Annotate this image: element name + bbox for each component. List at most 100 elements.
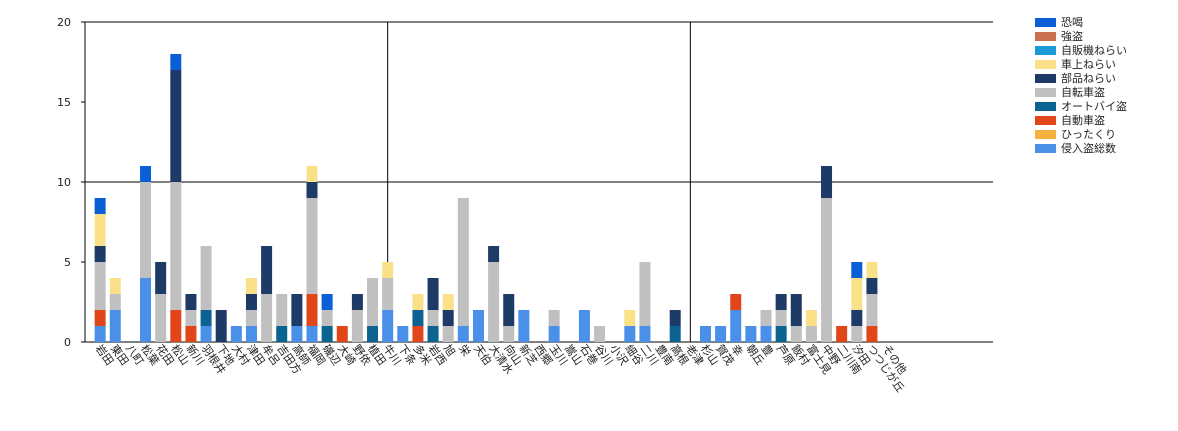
y-tick-label: 0 xyxy=(64,336,71,349)
bar-segment xyxy=(140,182,152,278)
bar-segment xyxy=(730,294,742,310)
legend-label: 自動車盗 xyxy=(1061,113,1105,127)
bar-segment xyxy=(140,278,152,342)
bar-segment xyxy=(276,294,288,326)
bar-segment xyxy=(821,166,833,198)
bar-segment xyxy=(836,326,848,342)
legend-swatch xyxy=(1035,116,1056,125)
bar-segment xyxy=(457,326,469,342)
bar-segment xyxy=(245,326,257,342)
bar-segment xyxy=(457,198,469,326)
bar-segment xyxy=(624,326,636,342)
bar-segment xyxy=(170,54,182,70)
bar-segment xyxy=(427,310,439,326)
bar-segment xyxy=(351,294,363,310)
bar-segment xyxy=(291,294,303,326)
bar-segment xyxy=(245,294,257,310)
legend-label: 強盗 xyxy=(1061,30,1083,43)
bar-segment xyxy=(760,310,772,326)
bar-segment xyxy=(306,166,318,182)
bar-segment xyxy=(200,326,212,342)
legend-swatch xyxy=(1035,74,1056,83)
legend-label: 自転車盗 xyxy=(1061,85,1105,99)
bar-segment xyxy=(805,310,817,326)
bar-segment xyxy=(276,326,288,342)
bar-segment xyxy=(488,262,500,342)
bar-segment xyxy=(306,294,318,326)
bar-segment xyxy=(624,310,636,326)
bar-segment xyxy=(200,310,212,326)
bar-segment xyxy=(775,326,787,342)
y-tick-label: 20 xyxy=(57,16,71,29)
bar-segment xyxy=(170,310,182,342)
bar-segment xyxy=(321,310,333,326)
bar-segment xyxy=(594,326,606,342)
bar-segment xyxy=(94,326,106,342)
bar-segment xyxy=(442,326,454,342)
bar-segment xyxy=(109,278,121,294)
bar-segment xyxy=(306,182,318,198)
bar-segment xyxy=(866,262,878,278)
bar-segment xyxy=(109,310,121,342)
bar-segment xyxy=(321,326,333,342)
bar-segment xyxy=(291,326,303,342)
bar-segment xyxy=(821,198,833,342)
bar-segment xyxy=(215,310,227,342)
bar-segment xyxy=(351,310,363,342)
legend-swatch xyxy=(1035,46,1056,55)
bar-segment xyxy=(427,326,439,342)
bar-segment xyxy=(866,278,878,294)
bar-segment xyxy=(245,310,257,326)
bar-segment xyxy=(185,326,197,342)
bar-segment xyxy=(245,278,257,294)
bar-segment xyxy=(382,310,394,342)
bar-segment xyxy=(715,326,727,342)
legend-swatch xyxy=(1035,18,1056,27)
bar-segment xyxy=(185,294,197,310)
bar-segment xyxy=(639,262,651,326)
bar-segment xyxy=(94,214,106,246)
bar-segment xyxy=(472,310,484,342)
bar-segment xyxy=(851,278,863,310)
bar-segment xyxy=(170,182,182,310)
bar-segment xyxy=(548,326,560,342)
bar-segment xyxy=(185,310,197,326)
bar-segment xyxy=(261,246,273,294)
bar-segment xyxy=(140,166,152,182)
bar-segment xyxy=(866,326,878,342)
bar-segment xyxy=(200,246,212,310)
bar-segment xyxy=(805,326,817,342)
bar-segment xyxy=(790,294,802,326)
bar-segment xyxy=(851,326,863,342)
legend-label: 侵入盗総数 xyxy=(1061,141,1116,155)
bar-segment xyxy=(699,326,711,342)
bar-segment xyxy=(412,310,424,326)
bar-segment xyxy=(109,294,121,310)
legend-label: 車上ねらい xyxy=(1061,57,1116,71)
bar-segment xyxy=(155,294,167,342)
bar-segment xyxy=(321,294,333,310)
bar-segment xyxy=(760,326,772,342)
bar-segment xyxy=(94,246,106,262)
bar-segment xyxy=(851,310,863,326)
bar-segment xyxy=(669,326,681,342)
bar-segment xyxy=(412,326,424,342)
legend-swatch xyxy=(1035,60,1056,69)
bar-segment xyxy=(230,326,242,342)
bar-segment xyxy=(94,310,106,326)
legend-swatch xyxy=(1035,130,1056,139)
bar-segment xyxy=(548,310,560,326)
bar-segment xyxy=(669,310,681,326)
bar-segment xyxy=(775,310,787,326)
bar-segment xyxy=(336,326,348,342)
bar-segment xyxy=(639,326,651,342)
bar-segment xyxy=(851,262,863,278)
bar-segment xyxy=(397,326,409,342)
y-tick-label: 10 xyxy=(57,176,71,189)
legend-label: ひったくり xyxy=(1061,128,1116,141)
x-tick-label: 栄 xyxy=(456,342,474,359)
bar-segment xyxy=(94,198,106,214)
legend-swatch xyxy=(1035,102,1056,111)
bar-segment xyxy=(488,246,500,262)
